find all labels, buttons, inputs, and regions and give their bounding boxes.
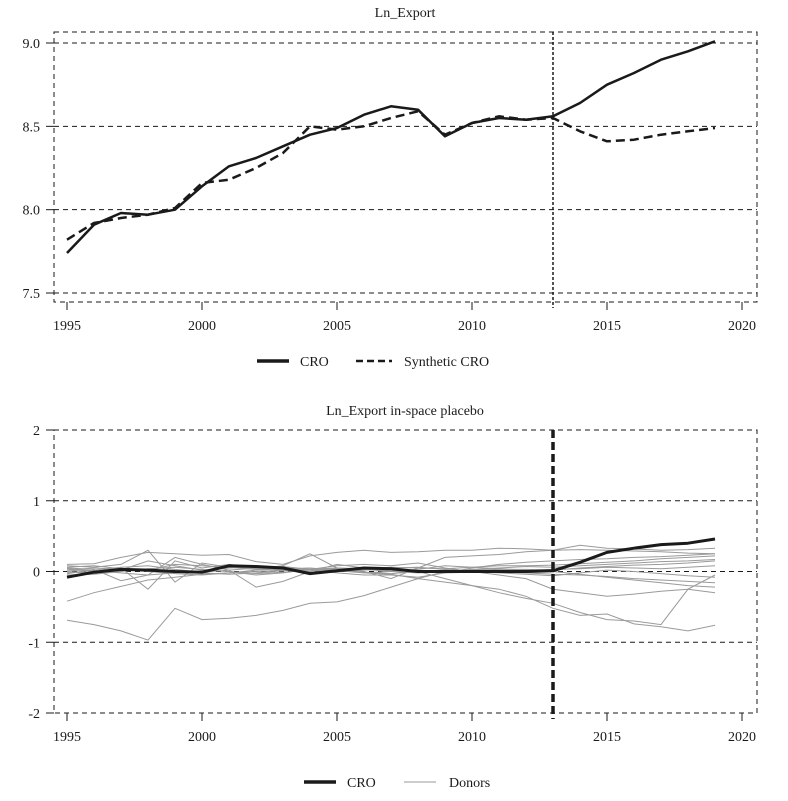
donor-line [66,544,716,565]
x-tick-label: 2020 [728,319,756,334]
x-tick-label: 1995 [53,319,81,334]
legend: CRO Donors [304,776,490,791]
x-tick-label: 1995 [53,730,81,745]
x-tick-label: 2010 [458,730,486,745]
y-tick-label: 9.0 [23,37,41,52]
donor-line [66,560,716,641]
donor-line [66,556,716,632]
legend-label-donors: Donors [449,776,490,791]
donor-line [66,560,716,597]
legend: CRO Synthetic CRO [257,355,489,370]
y-tick-label: -1 [28,636,40,651]
plot-frame [53,31,758,303]
x-axis: 1995 2000 2005 2010 2015 2020 [53,713,756,745]
y-tick-label: -2 [28,707,40,722]
y-tick-label: 7.5 [23,287,41,302]
y-tick-label: 8.5 [23,120,41,135]
series-group [66,40,716,254]
grid [54,42,757,294]
donor-line [66,553,716,578]
y-tick-label: 8.0 [23,204,41,219]
cro-line [66,40,716,254]
donor-line [66,559,716,576]
placebo-chart: Ln_Export in-space placebo -2 -1 0 1 2 1995 2… [28,404,758,791]
x-tick-label: 2015 [593,730,621,745]
chart-title: Ln_Export [375,6,436,21]
y-axis: -2 -1 0 1 2 [28,424,54,722]
chart-title: Ln_Export in-space placebo [326,404,484,419]
donor-line [66,549,716,583]
series-group [66,537,716,641]
legend-label-cro: CRO [300,355,329,370]
x-tick-label: 2020 [728,730,756,745]
ln-export-chart: Ln_Export 7.5 8.0 8.5 9.0 1995 2000 2005 2010 2… [23,6,758,370]
x-tick-label: 2010 [458,319,486,334]
cro-line [66,537,716,579]
x-tick-label: 2005 [323,319,351,334]
synthetic-cro-line [66,110,716,241]
x-tick-label: 2000 [188,319,216,334]
y-tick-label: 0 [33,566,40,581]
x-tick-label: 2000 [188,730,216,745]
y-axis: 7.5 8.0 8.5 9.0 [23,37,54,302]
donor-line [66,567,716,578]
x-axis: 1995 2000 2005 2010 2015 2020 [53,302,756,334]
plot-frame-rect [53,31,758,303]
y-tick-label: 1 [33,495,40,510]
x-tick-label: 2005 [323,730,351,745]
y-tick-label: 2 [33,424,40,439]
x-tick-label: 2015 [593,319,621,334]
legend-label-cro: CRO [347,776,376,791]
legend-label-synthetic: Synthetic CRO [404,355,489,370]
